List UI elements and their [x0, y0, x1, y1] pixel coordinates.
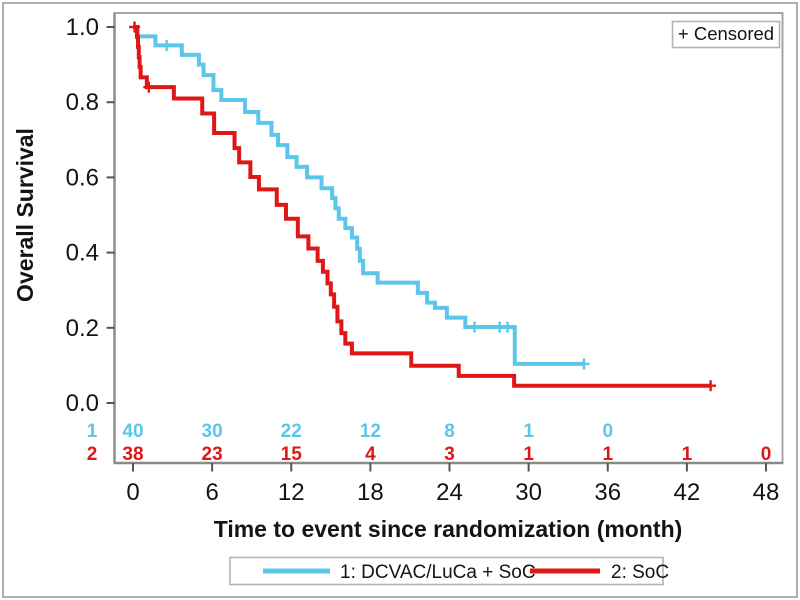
plot-content: 1.00.80.60.40.20.00 6 12 18 24 30 36 42 481 40 30 2… — [66, 14, 780, 506]
x-tick-label: 18 — [357, 479, 384, 506]
risk-count: 0 — [761, 444, 772, 465]
censored-box-border — [671, 20, 781, 49]
survival-curve-group2 — [133, 25, 711, 388]
risk-count: 4 — [365, 444, 376, 465]
censored-box-label: + Censored — [678, 23, 774, 44]
x-tick-label: 42 — [674, 479, 701, 506]
x-tick-label: 0 — [126, 479, 139, 506]
x-tick-label: 30 — [515, 479, 542, 506]
legend-label-group2: 2: SoC — [611, 562, 669, 583]
y-tick-label: 0.2 — [66, 315, 99, 342]
risk-count: 23 — [202, 444, 223, 465]
risk-count: 1 — [602, 444, 613, 465]
censored-box: + Censored — [671, 20, 781, 49]
risk-group-label-1: 1 — [87, 421, 98, 442]
x-axis-title: Time to event since randomization (month… — [214, 516, 683, 542]
x-tick-label: 36 — [594, 479, 621, 506]
y-tick-label: 0.0 — [66, 390, 99, 417]
risk-count: 38 — [122, 444, 143, 465]
risk-count: 8 — [444, 421, 455, 442]
x-tick-label: 24 — [436, 479, 463, 506]
x-tick-label: 48 — [753, 479, 780, 506]
risk-count: 0 — [602, 421, 613, 442]
risk-count: 22 — [281, 421, 302, 442]
risk-count: 30 — [202, 421, 223, 442]
risk-count: 1 — [523, 444, 534, 465]
risk-count: 1 — [523, 421, 534, 442]
legend: 1: DCVAC/LuCa + SoC 2: SoC — [229, 556, 669, 586]
x-tick-label: 12 — [278, 479, 305, 506]
risk-group-label-2: 2 — [87, 444, 98, 465]
y-tick-label: 0.6 — [66, 164, 99, 191]
risk-count: 1 — [682, 444, 693, 465]
survival-curve-group1 — [133, 25, 585, 366]
x-tick-label: 6 — [205, 479, 218, 506]
y-tick-label: 0.8 — [66, 89, 99, 116]
legend-label-group1: 1: DCVAC/LuCa + SoC — [340, 562, 536, 583]
y-axis-title: Overall Survival — [12, 128, 38, 302]
y-tick-label: 0.4 — [66, 240, 99, 267]
risk-count: 40 — [122, 421, 143, 442]
y-tick-label: 1.0 — [66, 14, 99, 41]
risk-count: 12 — [360, 421, 381, 442]
risk-count: 15 — [281, 444, 303, 465]
risk-count: 3 — [444, 444, 455, 465]
